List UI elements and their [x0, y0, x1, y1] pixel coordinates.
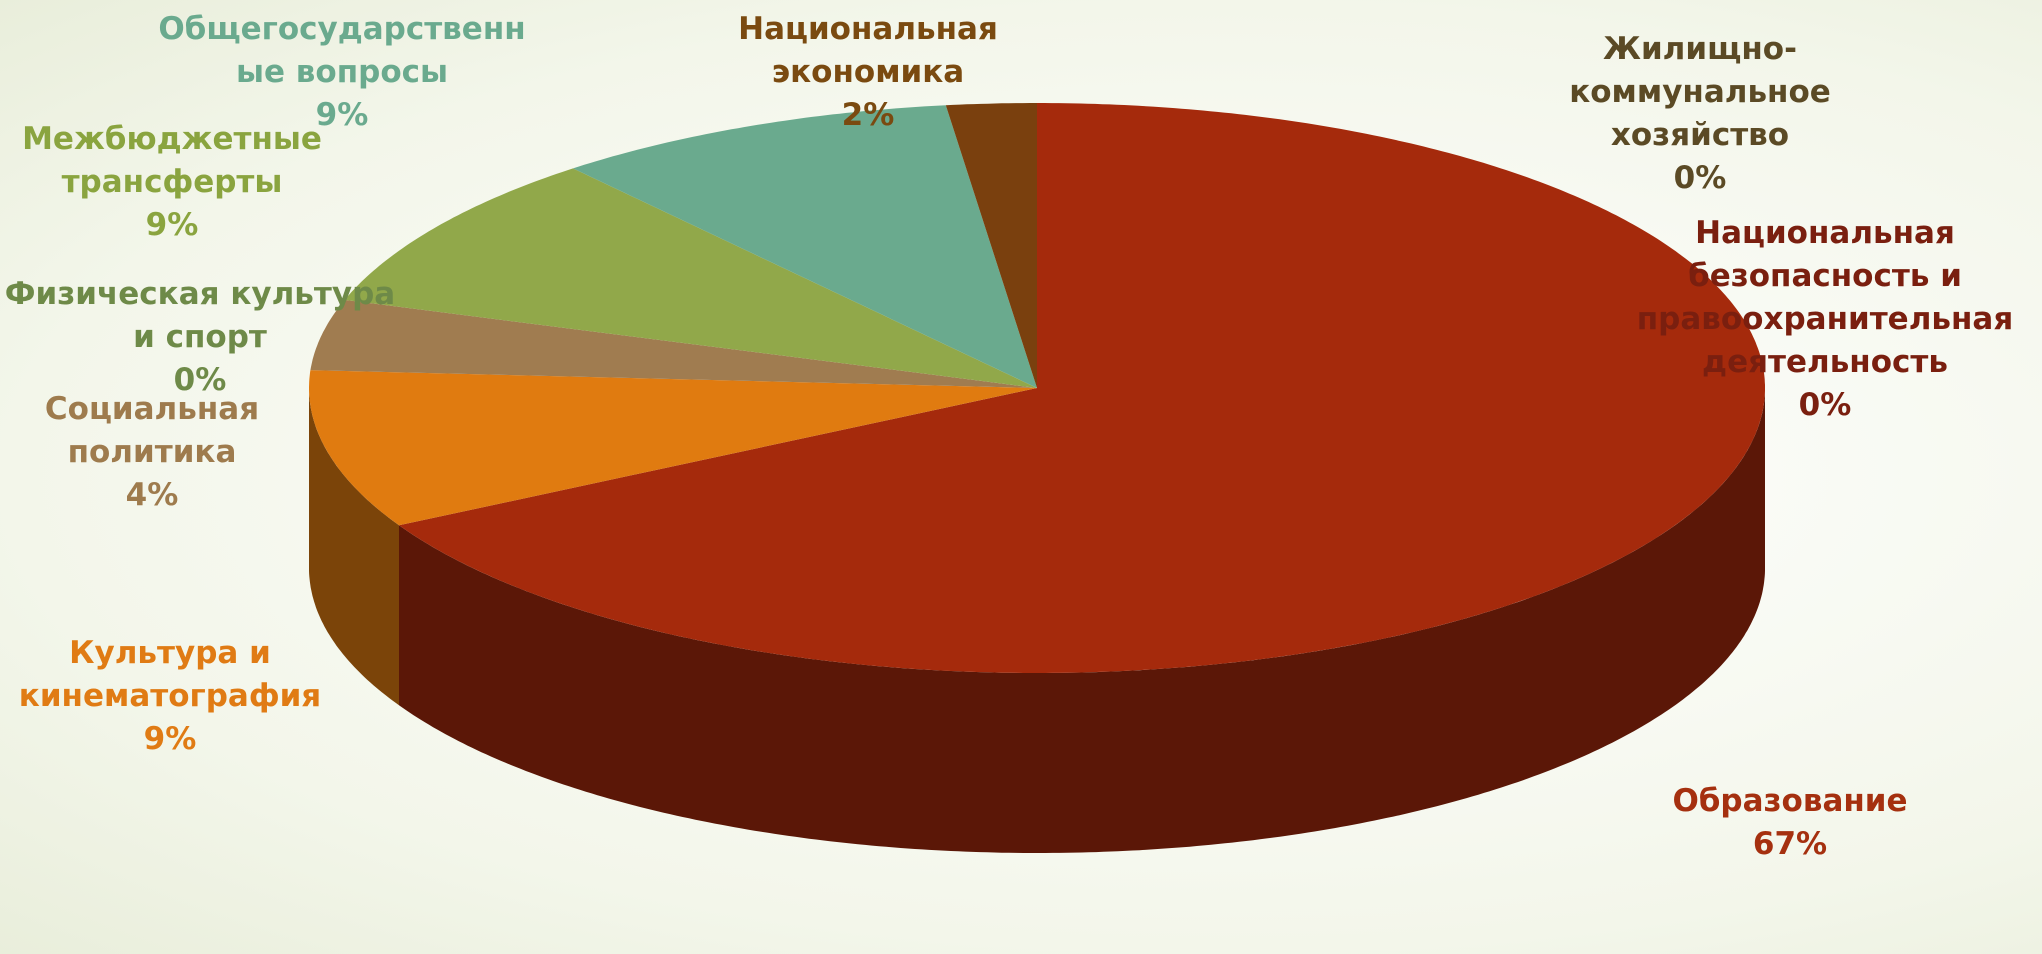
value-label: 0%: [1798, 387, 1852, 423]
category-label: Национальная экономика: [738, 11, 998, 90]
value-label: 2%: [841, 97, 895, 133]
category-label: Общегосударственн ые вопросы: [158, 11, 526, 90]
value-label: 9%: [145, 207, 199, 243]
value-label: 9%: [315, 97, 369, 133]
category-label: Культура и кинематография: [18, 635, 322, 714]
data-label: Жилищно-коммунальное хозяйство 0%: [1529, 28, 1871, 200]
category-label: Межбюджетные трансферты: [22, 121, 322, 200]
data-label: Общегосударственн ые вопросы 9%: [158, 8, 525, 137]
slice-side: [309, 388, 399, 706]
value-label: 9%: [143, 721, 197, 757]
category-label: Физическая культура и спорт: [4, 276, 396, 355]
category-label: Жилищно-коммунальное хозяйство: [1569, 31, 1831, 153]
slice: [310, 299, 1037, 388]
data-label: Межбюджетные трансферты 9%: [22, 118, 322, 247]
data-label: Национальная экономика 2%: [738, 8, 998, 137]
value-label: 0%: [173, 362, 227, 398]
data-label: Образование 67%: [1672, 780, 1907, 866]
data-label: Социальная политика 4%: [45, 388, 259, 517]
category-label: Национальная безопасность и правоохранит…: [1636, 215, 2014, 380]
data-label: Физическая культура и спорт 0%: [5, 273, 395, 402]
slice: [309, 370, 1037, 526]
data-label: Национальная безопасность и правоохранит…: [1637, 212, 2014, 427]
slice: [945, 103, 1037, 388]
slice: [573, 105, 1037, 388]
slice-side: [399, 388, 1765, 853]
value-label: 4%: [125, 477, 179, 513]
category-label: Образование: [1672, 783, 1908, 819]
slice: [399, 103, 1765, 673]
value-label: 0%: [1673, 160, 1727, 196]
value-label: 67%: [1752, 826, 1828, 862]
data-label: Культура и кинематография 9%: [19, 632, 321, 761]
slice: [344, 168, 1038, 388]
category-label: Социальная политика: [44, 391, 260, 470]
